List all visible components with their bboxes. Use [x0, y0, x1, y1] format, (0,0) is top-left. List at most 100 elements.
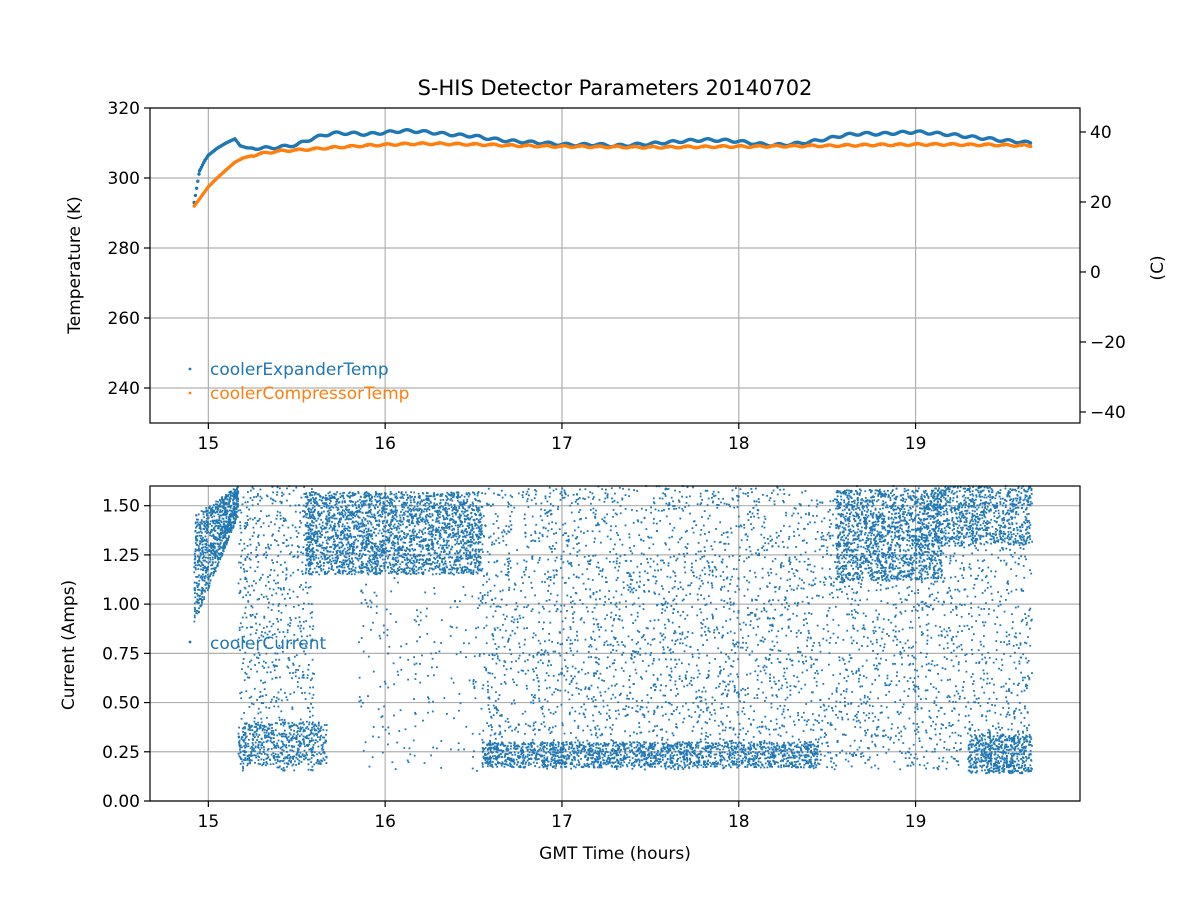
data-point: [226, 512, 228, 515]
data-point: [283, 762, 286, 765]
data-point: [309, 585, 312, 588]
data-point: [369, 563, 372, 566]
data-point: [299, 620, 301, 623]
data-point: [317, 724, 320, 727]
data-point: [217, 513, 220, 516]
data-point: [254, 570, 257, 573]
data-point: [245, 577, 248, 580]
data-point: [328, 495, 331, 497]
y-tick-label: 300: [108, 169, 140, 189]
data-point: [193, 558, 196, 561]
data-point: [201, 551, 204, 553]
data-point: [248, 660, 251, 663]
data-point: [277, 691, 280, 694]
data-point: [243, 712, 245, 714]
data-point: [230, 523, 232, 526]
data-point: [312, 744, 315, 746]
data-point: [221, 527, 223, 530]
data-point: [202, 555, 205, 558]
data-point: [235, 515, 238, 518]
data-point: [293, 729, 295, 732]
data-point: [449, 561, 451, 563]
data-point: [255, 629, 258, 631]
data-point: [289, 755, 292, 758]
data-point: [302, 608, 304, 610]
data-point: [296, 731, 299, 733]
data-point: [394, 557, 397, 559]
data-point: [299, 511, 302, 514]
data-point: [202, 559, 205, 562]
data-point: [260, 497, 263, 500]
data-point: [301, 753, 304, 756]
data-point: [222, 549, 224, 552]
data-point: [217, 500, 219, 503]
data-point: [204, 522, 206, 525]
data-point: [332, 515, 335, 517]
data-point: [261, 695, 264, 697]
data-point: [204, 546, 207, 548]
data-point: [267, 756, 270, 758]
data-point: [218, 519, 220, 521]
data-point: [479, 530, 482, 533]
data-point: [258, 734, 261, 736]
data-point: [298, 586, 301, 588]
data-point: [311, 714, 314, 717]
data-point: [452, 521, 454, 524]
data-point: [302, 588, 304, 591]
legend-marker-expander: [188, 367, 192, 371]
data-point: [265, 551, 268, 554]
data-point: [246, 515, 249, 517]
data-point: [242, 726, 245, 729]
data-point: [434, 534, 437, 536]
data-point: [241, 503, 244, 506]
data-point: [204, 551, 207, 554]
data-point: [225, 515, 228, 518]
data-point: [398, 500, 401, 502]
data-point: [291, 737, 293, 739]
data-point: [324, 555, 326, 558]
data-point: [463, 542, 466, 545]
data-point: [297, 749, 300, 751]
data-point: [211, 556, 214, 559]
data-point: [270, 544, 272, 547]
data-point: [393, 569, 395, 571]
data-point: [204, 535, 207, 538]
data-point: [322, 562, 325, 564]
data-point: [393, 554, 396, 556]
data-point: [308, 721, 311, 724]
data-point: [316, 760, 319, 763]
data-point: [220, 521, 223, 523]
data-point: [270, 729, 273, 732]
data-point: [258, 756, 260, 758]
data-point: [297, 740, 300, 743]
data-point: [290, 761, 292, 764]
data-point: [250, 755, 253, 757]
data-point: [305, 516, 308, 519]
data-point: [266, 625, 268, 628]
data-point: [290, 619, 292, 621]
data-point: [323, 505, 326, 508]
data-point: [307, 602, 310, 605]
data-point: [321, 541, 324, 544]
data-point: [272, 491, 274, 494]
data-point: [291, 524, 294, 527]
data-point: [299, 726, 302, 729]
data-point: [264, 764, 267, 767]
data-point: [302, 676, 305, 679]
data-point: [440, 550, 443, 553]
data-point: [406, 494, 409, 496]
data-point: [287, 741, 290, 743]
data-point: [433, 549, 436, 552]
data-point: [309, 679, 312, 681]
data-point: [288, 657, 290, 659]
trace-dot: [196, 179, 200, 183]
data-point: [233, 505, 235, 508]
data-point: [279, 518, 282, 520]
data-point: [216, 565, 219, 568]
data-point: [267, 543, 269, 546]
data-point: [200, 568, 202, 571]
data-point: [309, 686, 311, 689]
data-point: [200, 553, 202, 556]
data-point: [290, 729, 293, 731]
data-point: [446, 541, 449, 544]
